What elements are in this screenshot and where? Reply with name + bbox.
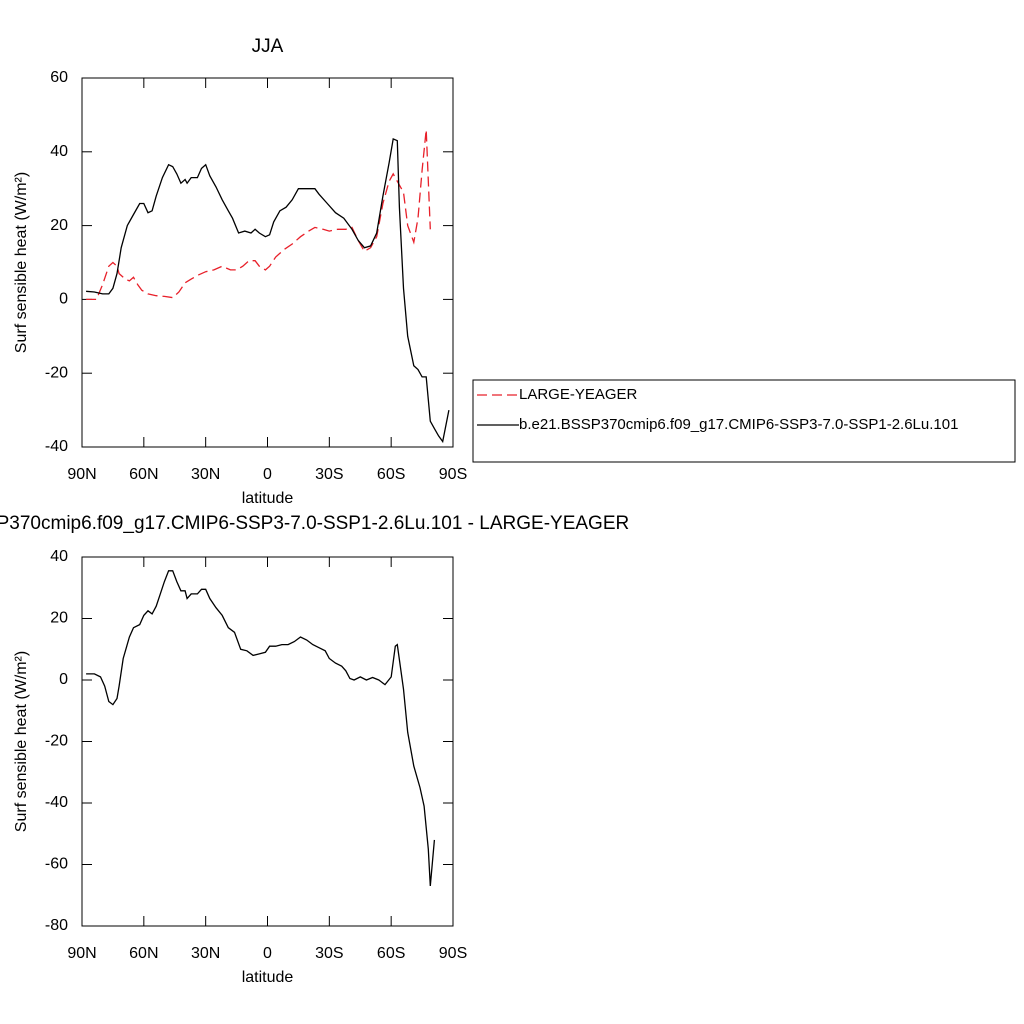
y-tick-label: 0 — [59, 291, 68, 308]
y-tick-label: 20 — [50, 610, 68, 627]
x-tick-label: 0 — [263, 945, 272, 962]
y-tick-label: -60 — [45, 856, 68, 873]
y-tick-label: 20 — [50, 217, 68, 234]
y-tick-label: -80 — [45, 917, 68, 934]
y-tick-label: 40 — [50, 548, 68, 565]
plot-frame — [81, 77, 454, 448]
y-tick-label: -40 — [45, 438, 68, 455]
y-tick-label: -40 — [45, 794, 68, 811]
plot-frame — [81, 556, 454, 927]
x-tick-label: 30N — [191, 945, 220, 962]
data-line — [86, 570, 436, 887]
x-tick-label: 90S — [439, 466, 467, 483]
y-axis-label: Surf sensible heat (W/m²) — [13, 172, 30, 353]
x-tick-label: 60N — [129, 466, 158, 483]
y-tick-label: -20 — [45, 733, 68, 750]
y-axis-label: Surf sensible heat (W/m²) — [13, 651, 30, 832]
y-tick-label: 0 — [59, 671, 68, 688]
x-tick-label: 30S — [315, 466, 343, 483]
chart-title: b.e21.BSSP370cmip6.f09_g17.CMIP6-SSP3-7.… — [0, 513, 629, 534]
x-tick-label: 30N — [191, 466, 220, 483]
chart-title: JJA — [252, 36, 284, 57]
x-tick-label: 90N — [67, 466, 96, 483]
data-line — [86, 129, 431, 301]
x-tick-label: 0 — [263, 466, 272, 483]
x-tick-label: 60S — [377, 945, 405, 962]
legend-box — [472, 379, 1016, 463]
y-tick-label: 40 — [50, 143, 68, 160]
x-tick-label: 90N — [67, 945, 96, 962]
data-line — [86, 137, 450, 444]
legend-label: LARGE-YEAGER — [519, 386, 638, 403]
legend-label: b.e21.BSSP370cmip6.f09_g17.CMIP6-SSP3-7.… — [519, 416, 958, 433]
y-tick-label: 60 — [50, 69, 68, 86]
y-tick-label: -20 — [45, 364, 68, 381]
x-axis-label: latitude — [242, 969, 294, 986]
x-tick-label: 60N — [129, 945, 158, 962]
x-axis-label: latitude — [242, 490, 294, 507]
x-tick-label: 30S — [315, 945, 343, 962]
x-tick-label: 60S — [377, 466, 405, 483]
x-tick-label: 90S — [439, 945, 467, 962]
